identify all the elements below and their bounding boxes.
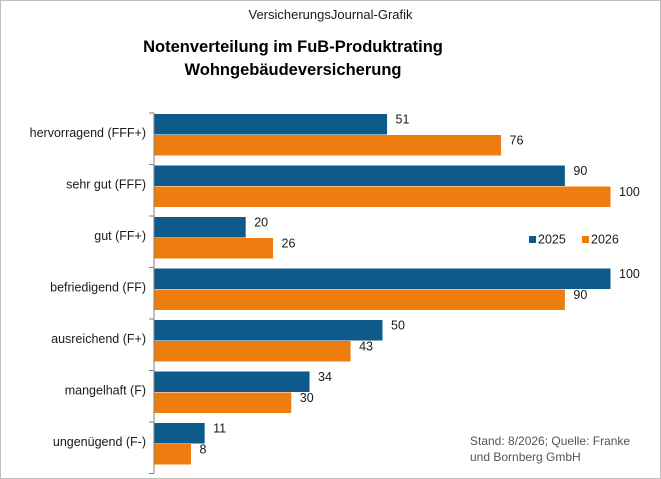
category-label: gut (FF+) <box>94 229 146 243</box>
source-line-2: und Bornberg GmbH <box>470 450 581 464</box>
data-label-2025-6: 11 <box>213 422 226 436</box>
data-label-2026-0: 76 <box>510 134 524 148</box>
category-label: befriedigend (FF) <box>50 281 146 295</box>
bar-2025-4 <box>154 320 383 341</box>
data-label-2025-2: 20 <box>254 216 268 230</box>
data-label-2025-1: 90 <box>573 164 587 178</box>
bar-2025-5 <box>154 371 310 392</box>
data-label-2026-1: 100 <box>619 185 640 199</box>
category-label: mangelhaft (F) <box>65 384 146 398</box>
chart-title: Notenverteilung im FuB-Produktrating Woh… <box>0 36 586 82</box>
bar-2025-3 <box>154 268 611 289</box>
source-note: Stand: 8/2026; Quelle: Franke und Bornbe… <box>470 433 660 465</box>
data-label-2025-0: 51 <box>396 113 410 127</box>
bar-2026-1 <box>154 186 611 207</box>
bar-2026-6 <box>154 444 191 465</box>
category-label: ungenügend (F-) <box>53 435 146 449</box>
bar-2025-6 <box>154 423 205 444</box>
data-label-2025-5: 34 <box>318 370 332 384</box>
category-label: hervorragend (FFF+) <box>30 126 146 140</box>
data-label-2025-3: 100 <box>619 267 640 281</box>
legend-label-2026: 2026 <box>591 232 619 246</box>
source-line-1: Stand: 8/2026; Quelle: Franke <box>470 434 631 448</box>
data-label-2026-2: 26 <box>282 237 296 251</box>
category-label: sehr gut (FFF) <box>66 178 146 192</box>
legend-swatch-2025 <box>529 236 536 243</box>
data-label-2026-6: 8 <box>199 443 206 457</box>
bar-2025-0 <box>154 114 388 135</box>
bar-2026-5 <box>154 392 292 413</box>
bar-2026-0 <box>154 135 502 156</box>
bar-2026-2 <box>154 238 274 259</box>
data-label-2026-5: 30 <box>300 391 314 405</box>
data-label-2026-4: 43 <box>359 340 373 354</box>
bar-2025-2 <box>154 217 246 238</box>
category-label: ausreichend (F+) <box>51 332 146 346</box>
bar-2026-3 <box>154 289 565 310</box>
chart-header: VersicherungsJournal-Grafik <box>248 7 413 22</box>
chart-title-line-2: Wohngebäudeversicherung <box>184 61 402 79</box>
legend-label-2025: 2025 <box>538 232 566 246</box>
bar-2025-1 <box>154 165 565 186</box>
data-label-2025-4: 50 <box>391 319 405 333</box>
legend-swatch-2026 <box>582 236 589 243</box>
data-label-2026-3: 90 <box>573 288 587 302</box>
bar-2026-4 <box>154 341 351 362</box>
chart-title-line-1: Notenverteilung im FuB-Produktrating <box>143 38 443 56</box>
